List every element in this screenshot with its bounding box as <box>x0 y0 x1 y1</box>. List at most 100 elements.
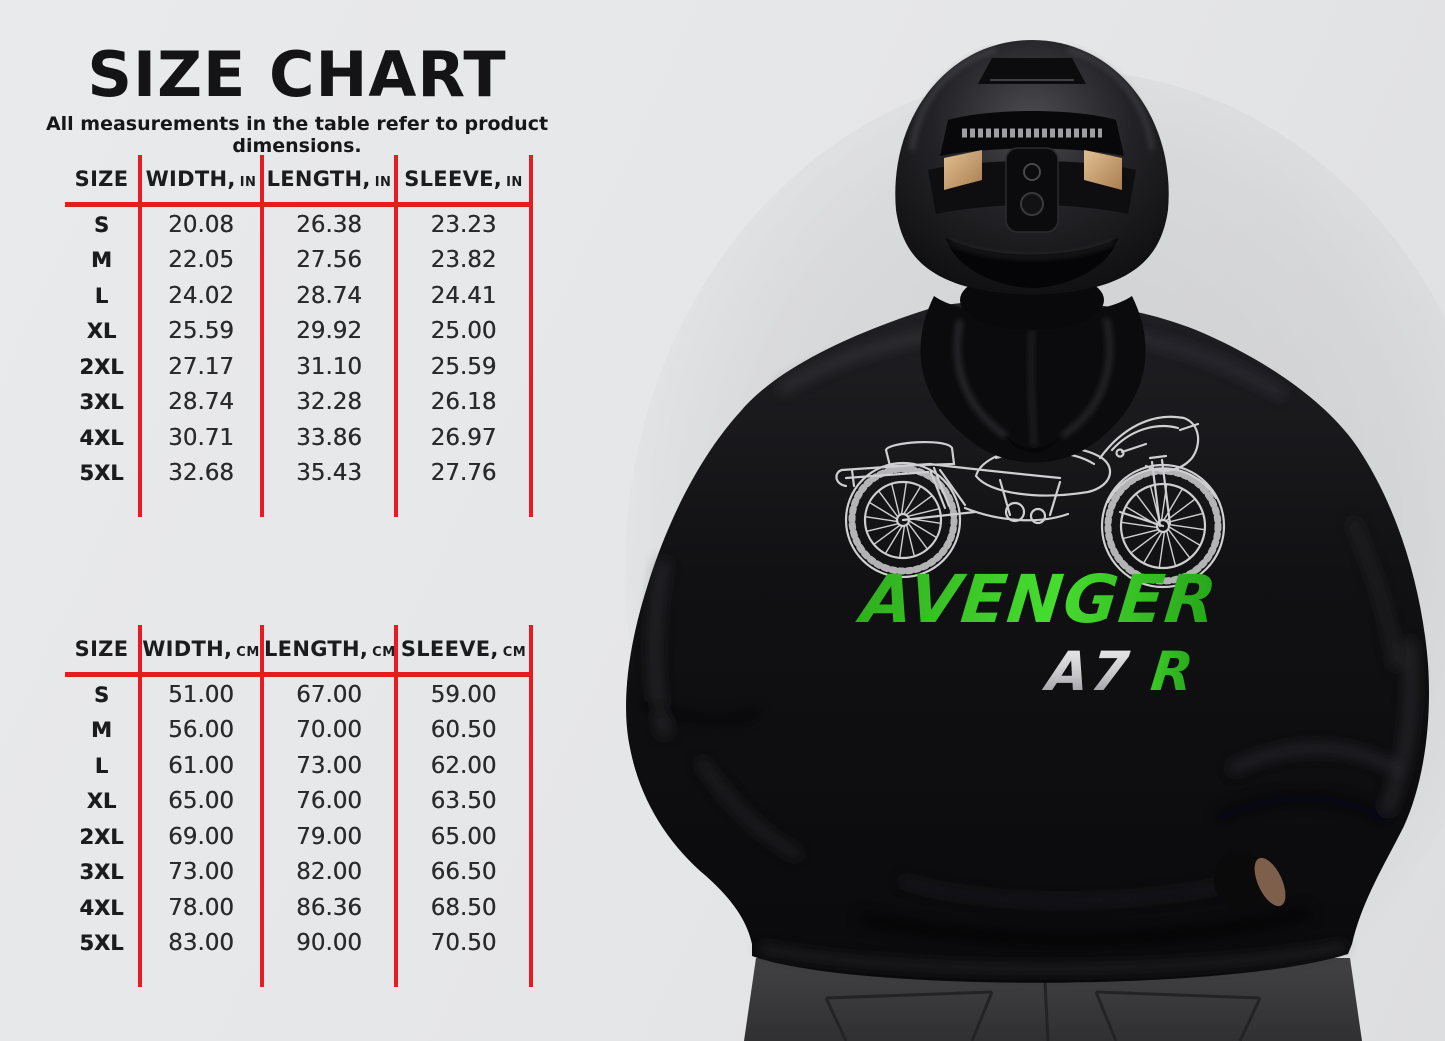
value-cell: 69.00 <box>140 819 264 855</box>
value-cell: 32.68 <box>140 455 264 491</box>
column-label: WIDTH, <box>142 636 233 661</box>
column-label: WIDTH, <box>145 166 236 191</box>
value-cell: 66.50 <box>396 854 533 890</box>
value-cell: 25.59 <box>140 313 264 349</box>
column-label: LENGTH, <box>266 166 371 191</box>
rear-wheel <box>844 461 962 579</box>
column-unit: IN <box>506 174 523 190</box>
page-subtitle: All measurements in the table refer to p… <box>45 113 549 157</box>
helmet-top-vent <box>978 58 1086 84</box>
table-row: 2XL 27.17 31.10 25.59 <box>65 349 533 385</box>
column-label: SLEEVE, <box>400 636 499 661</box>
size-table: SIZE WIDTH, IN LENGTH, IN SLEEVE, IN S 20.08 26.3… <box>65 155 533 517</box>
value-cell: 26.97 <box>396 420 533 456</box>
value-cell: 27.56 <box>262 242 398 278</box>
value-cell: 27.76 <box>396 455 533 491</box>
value-cell: 23.82 <box>396 242 533 278</box>
size-cell: XL <box>65 313 142 349</box>
table-row: 5XL 32.68 35.43 27.76 <box>65 455 533 491</box>
value-cell: 24.02 <box>140 278 264 314</box>
value-cell: 60.50 <box>396 712 533 748</box>
size-cell: S <box>65 204 142 243</box>
spacer-cell <box>262 491 398 517</box>
page-title: SIZE CHART <box>87 38 507 111</box>
table-line-extension <box>65 491 533 517</box>
column-header: LENGTH, IN <box>262 155 398 207</box>
hood <box>920 296 1146 463</box>
size-cell: 4XL <box>65 890 142 926</box>
value-cell: 56.00 <box>140 712 264 748</box>
column-unit: IN <box>239 174 257 190</box>
value-cell: 25.00 <box>396 313 533 349</box>
value-cell: 27.17 <box>140 349 264 385</box>
value-cell: 51.00 <box>140 674 264 713</box>
value-cell: 26.18 <box>396 384 533 420</box>
size-cell: 3XL <box>65 384 142 420</box>
size-cell: S <box>65 674 142 713</box>
svg-text:A7 R: A7 R <box>1040 640 1198 703</box>
column-unit: IN <box>374 174 392 190</box>
value-cell: 78.00 <box>140 890 264 926</box>
model-print: A7 R <box>1040 640 1198 703</box>
size-cell: 3XL <box>65 854 142 890</box>
column-header: LENGTH, CM <box>262 625 398 677</box>
value-cell: 61.00 <box>140 748 264 784</box>
size-cell: 2XL <box>65 819 142 855</box>
table-row: 2XL 69.00 79.00 65.00 <box>65 819 533 855</box>
table-row: 5XL 83.00 90.00 70.50 <box>65 925 533 961</box>
value-cell: 28.74 <box>262 278 398 314</box>
helmet-reflector-right <box>1084 150 1122 190</box>
value-cell: 20.08 <box>140 204 264 243</box>
column-header: WIDTH, IN <box>140 155 264 207</box>
column-label: SIZE <box>74 636 129 661</box>
table-row: L 61.00 73.00 62.00 <box>65 748 533 784</box>
spacer-cell <box>262 961 398 987</box>
helmet-spoiler <box>940 111 1124 156</box>
table-row: 3XL 28.74 32.28 26.18 <box>65 384 533 420</box>
table-row: M 22.05 27.56 23.82 <box>65 242 533 278</box>
value-cell: 28.74 <box>140 384 264 420</box>
column-header: SIZE <box>65 625 142 677</box>
value-cell: 65.00 <box>396 819 533 855</box>
value-cell: 83.00 <box>140 925 264 961</box>
value-cell: 35.43 <box>262 455 398 491</box>
wrist-skin <box>1254 857 1286 907</box>
value-cell: 24.41 <box>396 278 533 314</box>
table-row: XL 65.00 76.00 63.50 <box>65 783 533 819</box>
column-label: SLEEVE, <box>404 166 503 191</box>
header-row: SIZE WIDTH, IN LENGTH, IN SLEEVE, IN <box>65 155 533 207</box>
column-header: SLEEVE, IN <box>396 155 533 207</box>
spacer-cell <box>65 491 142 517</box>
value-cell: 63.50 <box>396 783 533 819</box>
value-cell: 90.00 <box>262 925 398 961</box>
column-unit: CM <box>502 644 527 660</box>
table-line-extension <box>65 961 533 987</box>
jeans <box>744 958 1362 1041</box>
value-cell: 79.00 <box>262 819 398 855</box>
value-cell: 65.00 <box>140 783 264 819</box>
brand-print: AVENGER <box>853 561 1221 638</box>
hand-shadow <box>1214 850 1266 910</box>
table-row: XL 25.59 29.92 25.00 <box>65 313 533 349</box>
size-cell: M <box>65 242 142 278</box>
value-cell: 73.00 <box>140 854 264 890</box>
model-suffix-text: R <box>1148 640 1198 703</box>
helmet <box>895 40 1169 295</box>
size-cell: M <box>65 712 142 748</box>
value-cell: 23.23 <box>396 204 533 243</box>
value-cell: 68.50 <box>396 890 533 926</box>
value-cell: 31.10 <box>262 349 398 385</box>
spacer-cell <box>396 961 533 987</box>
size-cell: XL <box>65 783 142 819</box>
size-cell: L <box>65 278 142 314</box>
value-cell: 30.71 <box>140 420 264 456</box>
brand-text: AVENGER <box>853 561 1221 638</box>
table-row: L 24.02 28.74 24.41 <box>65 278 533 314</box>
size-table-inches: SIZE WIDTH, IN LENGTH, IN SLEEVE, IN S 20.08 26.3… <box>65 155 533 517</box>
spacer-cell <box>65 961 142 987</box>
spacer-cell <box>396 491 533 517</box>
spacer-cell <box>140 491 264 517</box>
value-cell: 25.59 <box>396 349 533 385</box>
